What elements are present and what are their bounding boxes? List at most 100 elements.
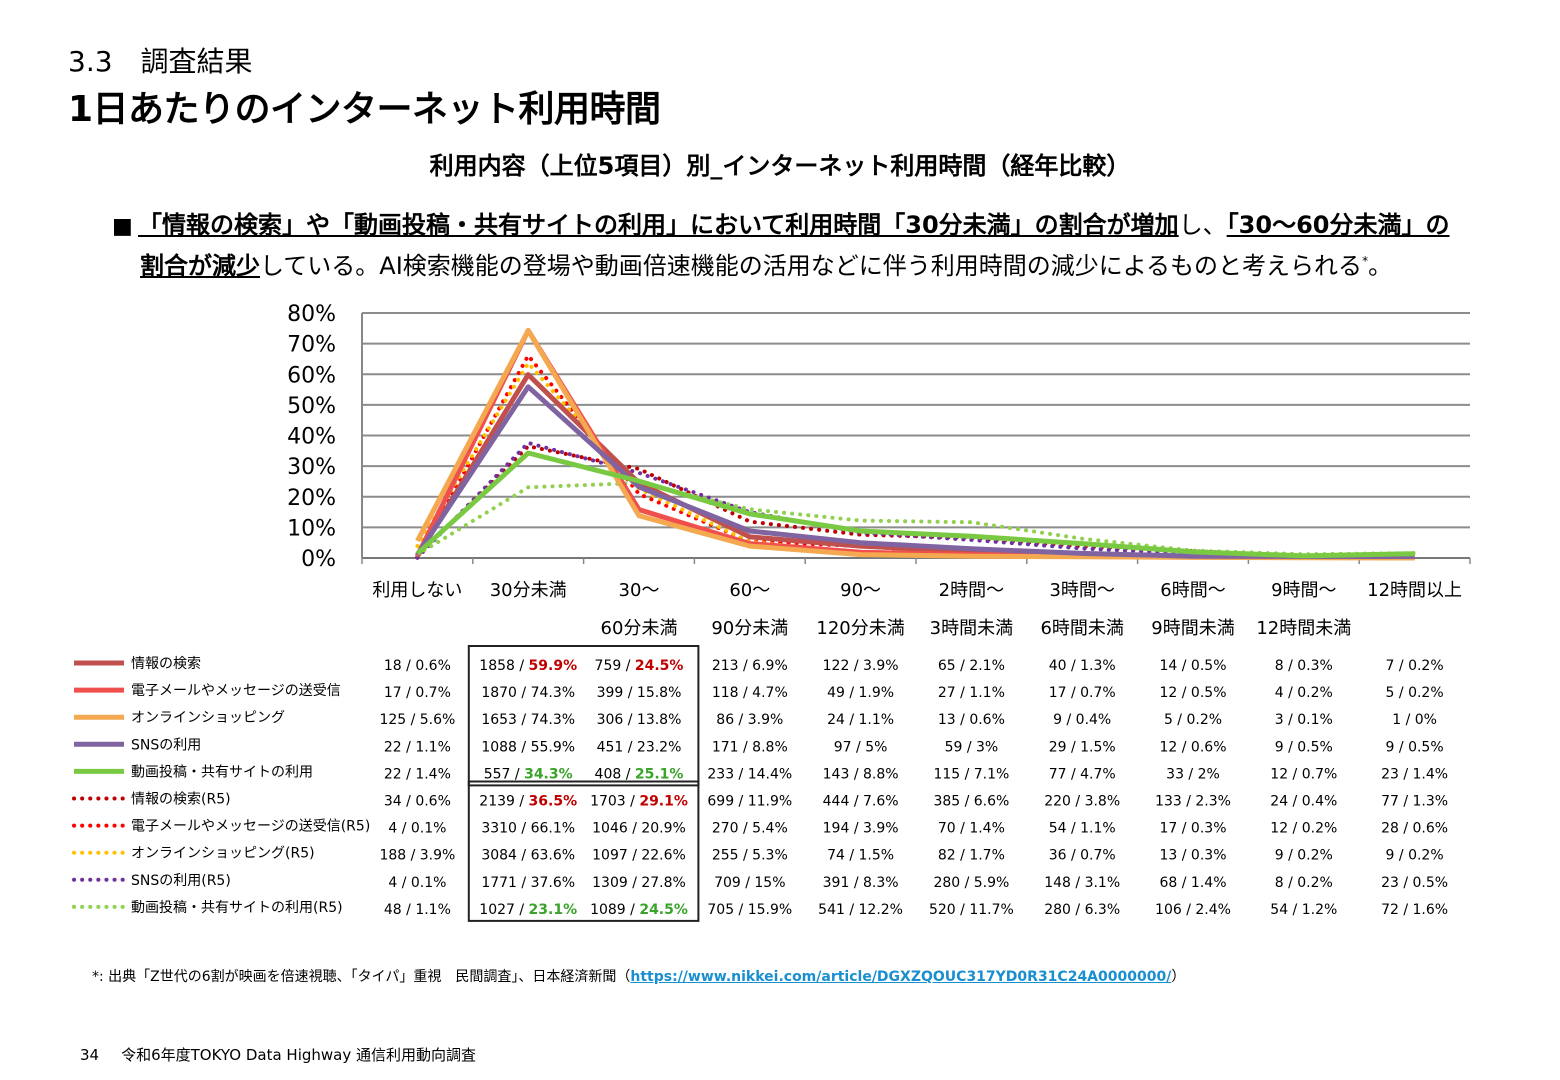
x-category-label: 6時間～ (1160, 580, 1225, 601)
table-cell: 3084 / 63.6% (481, 848, 575, 864)
table-cell: 97 / 5% (834, 739, 888, 755)
table-cell: 1046 / 20.9% (592, 821, 686, 837)
table-cell: 9 / 0.5% (1386, 739, 1444, 755)
y-tick-label: 0% (301, 547, 336, 572)
summary-highlight-2: 「30～60分未満」の (1226, 211, 1450, 239)
x-category-label-line2: 12時間未満 (1256, 618, 1351, 639)
footer-text: 令和6年度TOKYO Data Highway 通信利用動向調査 (121, 1046, 476, 1064)
table-cell: 122 / 3.9% (823, 658, 899, 674)
table-cell: 1088 / 55.9% (481, 739, 575, 755)
table-cell: 1089 / 24.5% (590, 902, 688, 918)
y-axis-ticks: 0% 10% 20% 30% 40% 50% 60% 70% 80% (287, 302, 336, 572)
legend-label: 電子メールやメッセージの送受信 (131, 683, 341, 699)
table-cell: 49 / 1.9% (827, 685, 894, 701)
table-cell: 4 / 0.1% (388, 875, 446, 891)
series-line (415, 328, 1415, 561)
table-cell: 451 / 23.2% (597, 739, 682, 755)
table-cell: 22 / 1.1% (384, 739, 451, 755)
table-cell: 705 / 15.9% (707, 902, 792, 918)
x-category-label: 30～ (619, 580, 660, 601)
table-cell: 17 / 0.7% (384, 685, 451, 701)
table-cell: 541 / 12.2% (818, 902, 903, 918)
highlight-box-current (467, 645, 700, 787)
table-cell: 74 / 1.5% (827, 848, 894, 864)
y-tick-label: 20% (287, 486, 336, 511)
table-cell: 759 / 24.5% (595, 658, 684, 674)
table-cell: 72 / 1.6% (1381, 902, 1448, 918)
summary-text-4: 。 (1368, 252, 1393, 280)
summary-highlight-1: 「情報の検索」や「動画投稿・共有サイトの利用」において利用時間「30分未満」の割… (138, 211, 1179, 239)
table-cell: 24 / 0.4% (1270, 794, 1337, 810)
highlight-box-r5 (467, 780, 700, 922)
summary-text: ■ 「情報の検索」や「動画投稿・共有サイトの利用」において利用時間「30分未満」の… (112, 208, 1492, 283)
table-cell: 12 / 0.7% (1270, 766, 1337, 782)
table-cell: 24 / 1.1% (827, 712, 894, 728)
table-cell: 17 / 0.7% (1049, 685, 1116, 701)
table-cell: 36 / 0.7% (1049, 848, 1116, 864)
y-tick-label: 10% (287, 516, 336, 541)
legend-label: SNSの利用 (131, 737, 201, 753)
x-category-label: 2時間～ (939, 580, 1004, 601)
table-cell: 23 / 0.5% (1381, 875, 1448, 891)
table-cell: 77 / 1.3% (1381, 794, 1448, 810)
table-cell: 28 / 0.6% (1381, 821, 1448, 837)
chart-series (415, 328, 1417, 561)
table-cell: 27 / 1.1% (938, 685, 1005, 701)
table-cell: 143 / 8.8% (823, 766, 899, 782)
table-cell: 40 / 1.3% (1049, 658, 1116, 674)
table-cell: 4 / 0.1% (388, 821, 446, 837)
table-cell: 65 / 2.1% (938, 658, 1005, 674)
source-link[interactable]: https://www.nikkei.com/article/DGXZQOUC3… (630, 969, 1172, 985)
series-line (415, 481, 1417, 557)
table-cell: 1653 / 74.3% (481, 712, 575, 728)
x-category-label-line2: 3時間未満 (930, 618, 1013, 639)
table-cell: 8 / 0.3% (1275, 658, 1333, 674)
table-cell: 9 / 0.5% (1275, 739, 1333, 755)
table-cell: 194 / 3.9% (823, 821, 899, 837)
section-heading: 3.3 調査結果 (68, 45, 253, 78)
table-cell: 444 / 7.6% (823, 794, 899, 810)
table-cell: 18 / 0.6% (384, 658, 451, 674)
table-cell: 557 / 34.3% (484, 766, 573, 782)
table-cell: 233 / 14.4% (707, 766, 792, 782)
table-cell: 17 / 0.3% (1160, 821, 1227, 837)
series-line (415, 450, 1415, 559)
table-cell: 86 / 3.9% (716, 712, 783, 728)
table-cell: 699 / 11.9% (707, 794, 792, 810)
table-cell: 1870 / 74.3% (481, 685, 575, 701)
table-cell: 171 / 8.8% (712, 739, 788, 755)
table-cell: 8 / 0.2% (1275, 875, 1333, 891)
x-category-label: 利用しない (372, 580, 462, 601)
table-cell: 54 / 1.1% (1049, 821, 1116, 837)
table-cell: 188 / 3.9% (379, 848, 455, 864)
table-cell: 4 / 0.2% (1275, 685, 1333, 701)
page-title: 1日あたりのインターネット利用時間 (68, 89, 661, 130)
x-category-label: 90～ (840, 580, 881, 601)
legend-label: オンラインショッピング(R5) (131, 846, 315, 862)
y-tick-label: 30% (287, 455, 336, 480)
page-footer: 34 令和6年度TOKYO Data Highway 通信利用動向調査 (80, 1044, 476, 1065)
summary-text-3: している。AI検索機能の登場や動画倍速機能の活用などに伴う利用時間の減少によるも… (260, 252, 1363, 280)
table-cell: 29 / 1.5% (1049, 739, 1116, 755)
data-table: 情報の検索 18 / 0.6% 1858 / 59.9% 759 / 24.5% 213… (72, 645, 1448, 922)
table-cell: 68 / 1.4% (1160, 875, 1227, 891)
table-cell: 115 / 7.1% (933, 766, 1009, 782)
table-cell: 1703 / 29.1% (590, 794, 688, 810)
table-cell: 54 / 1.2% (1270, 902, 1337, 918)
table-cell: 1 / 0% (1392, 712, 1437, 728)
x-category-label-line2: 90分未満 (711, 618, 788, 639)
table-cell: 34 / 0.6% (384, 794, 451, 810)
table-cell: 118 / 4.7% (712, 685, 788, 701)
y-tick-label: 40% (287, 425, 336, 450)
table-cell: 9 / 0.2% (1386, 848, 1444, 864)
table-cell: 9 / 0.2% (1275, 848, 1333, 864)
x-category-label-line2: 6時間未満 (1040, 618, 1123, 639)
legend-label: オンラインショッピング (131, 710, 285, 726)
table-cell: 106 / 2.4% (1155, 902, 1231, 918)
footnote-text: *: 出典「Z世代の6割が映画を倍速視聴、「タイパ」重視 民間調査」、日本経済新… (92, 969, 631, 985)
table-cell: 33 / 2% (1166, 766, 1220, 782)
table-cell: 1771 / 37.6% (481, 875, 575, 891)
table-cell: 220 / 3.8% (1044, 794, 1120, 810)
table-cell: 3310 / 66.1% (481, 821, 575, 837)
